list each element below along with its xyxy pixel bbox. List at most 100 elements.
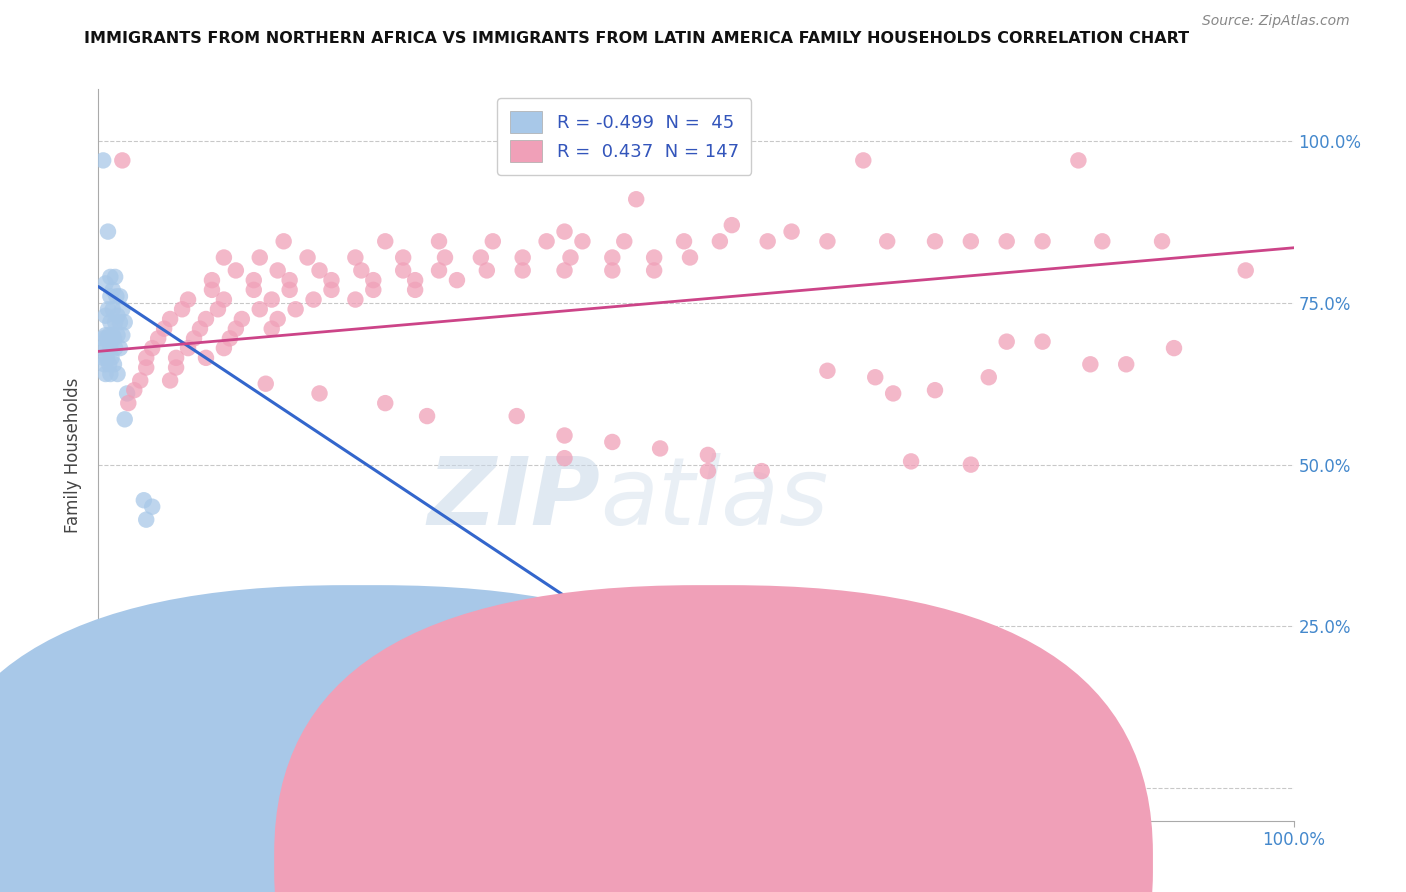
- Text: ZIP: ZIP: [427, 453, 600, 545]
- Point: [960, 458, 983, 472]
- Point: [1067, 153, 1090, 168]
- Point: [554, 263, 576, 277]
- Point: [132, 493, 155, 508]
- Point: [107, 328, 129, 343]
- Point: [201, 273, 224, 287]
- Point: [141, 341, 163, 355]
- Point: [107, 367, 129, 381]
- Point: [554, 428, 576, 442]
- Point: [195, 351, 218, 365]
- Point: [344, 251, 367, 265]
- Point: [434, 251, 457, 265]
- Point: [1115, 357, 1137, 371]
- Point: [643, 251, 665, 265]
- Point: [554, 225, 576, 239]
- Point: [104, 269, 127, 284]
- Point: [602, 263, 624, 277]
- Point: [506, 409, 529, 423]
- Point: [188, 321, 211, 335]
- Point: [103, 357, 125, 371]
- Point: [177, 293, 200, 307]
- Point: [100, 351, 122, 365]
- Point: [571, 235, 593, 249]
- Point: [416, 409, 439, 423]
- Point: [697, 448, 720, 462]
- Y-axis label: Family Households: Family Households: [65, 377, 83, 533]
- Point: [219, 331, 242, 345]
- Point: [374, 396, 396, 410]
- Point: [243, 273, 266, 287]
- Point: [308, 263, 330, 277]
- Point: [852, 153, 875, 168]
- Point: [721, 218, 744, 232]
- Point: [475, 263, 498, 277]
- Point: [554, 451, 576, 466]
- Point: [709, 235, 731, 249]
- Point: [183, 331, 205, 345]
- Point: [1163, 341, 1185, 355]
- Point: [673, 235, 696, 249]
- Point: [995, 235, 1018, 249]
- Point: [648, 442, 672, 456]
- Point: [94, 328, 117, 343]
- Point: [195, 661, 218, 675]
- Point: [201, 283, 224, 297]
- Point: [98, 331, 122, 345]
- Point: [273, 235, 295, 249]
- Point: [1032, 235, 1054, 249]
- Point: [96, 331, 118, 345]
- Point: [302, 293, 325, 307]
- Point: [97, 302, 120, 317]
- Point: [1152, 235, 1174, 249]
- Point: [98, 328, 121, 343]
- Point: [882, 386, 904, 401]
- Point: [321, 273, 343, 287]
- Text: Immigrants from Northern Africa: Immigrants from Northern Africa: [409, 854, 659, 868]
- Point: [115, 386, 138, 401]
- Point: [374, 235, 396, 249]
- Point: [392, 263, 415, 277]
- Point: [172, 302, 194, 317]
- Point: [249, 251, 271, 265]
- Point: [111, 328, 134, 343]
- Point: [278, 273, 301, 287]
- Point: [924, 383, 946, 397]
- Point: [91, 331, 114, 345]
- Point: [96, 351, 118, 365]
- Point: [98, 367, 122, 381]
- Point: [212, 251, 235, 265]
- Legend: R = -0.499  N =  45, R =  0.437  N = 147: R = -0.499 N = 45, R = 0.437 N = 147: [498, 98, 751, 175]
- Point: [613, 235, 636, 249]
- Point: [1032, 334, 1054, 349]
- Point: [751, 464, 773, 478]
- Point: [297, 251, 319, 265]
- Point: [363, 283, 385, 297]
- Point: [159, 374, 181, 388]
- Point: [103, 331, 125, 345]
- Point: [114, 412, 136, 426]
- Point: [98, 357, 121, 371]
- Point: [602, 434, 624, 449]
- Point: [427, 235, 450, 249]
- Point: [876, 235, 898, 249]
- Point: [267, 312, 290, 326]
- Point: [602, 251, 624, 265]
- Point: [865, 370, 887, 384]
- Point: [107, 309, 129, 323]
- Point: [960, 235, 983, 249]
- Point: [108, 341, 131, 355]
- Point: [512, 263, 534, 277]
- Point: [135, 360, 157, 375]
- Point: [780, 225, 803, 239]
- Point: [104, 341, 127, 355]
- Point: [159, 312, 181, 326]
- Point: [404, 273, 426, 287]
- Point: [427, 263, 450, 277]
- Point: [446, 273, 468, 287]
- Point: [344, 293, 367, 307]
- Point: [98, 289, 122, 303]
- Point: [117, 396, 139, 410]
- Point: [165, 351, 187, 365]
- Point: [756, 235, 779, 249]
- Text: Source: ZipAtlas.com: Source: ZipAtlas.com: [1202, 14, 1350, 28]
